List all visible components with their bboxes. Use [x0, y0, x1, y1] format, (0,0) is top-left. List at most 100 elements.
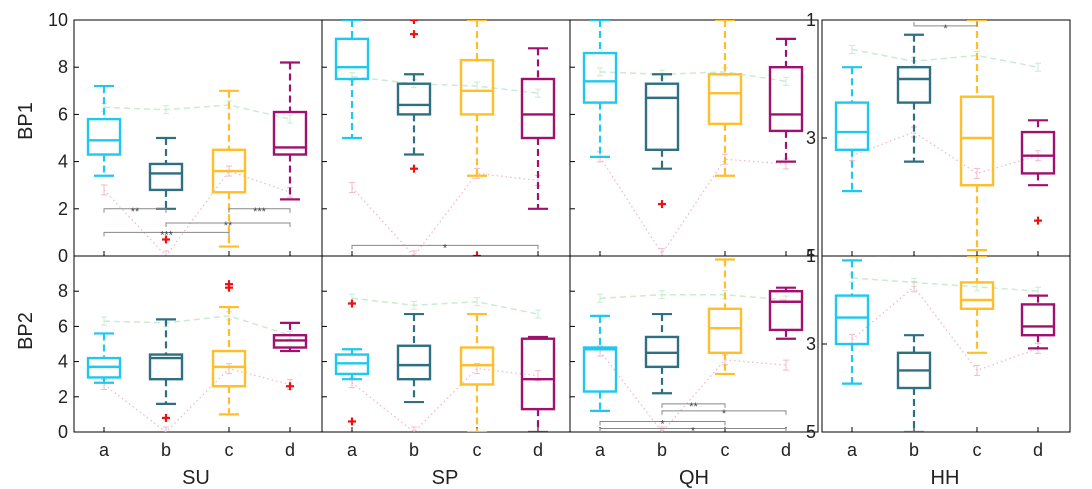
bracket-line — [661, 410, 787, 415]
panel-bp1-sp: * — [321, 19, 571, 257]
pink-trend-line — [599, 156, 787, 255]
y-tick-label: 4 — [58, 352, 68, 372]
box-b — [644, 312, 680, 395]
box-d — [1020, 294, 1056, 350]
x-tick-label: c — [225, 440, 234, 460]
panel-plot-area: ********* — [834, 251, 1056, 432]
bracket-line — [103, 231, 230, 237]
x-tick-label: a — [347, 440, 358, 460]
pink-trend-line — [103, 170, 291, 256]
box-body — [211, 349, 247, 388]
box-body — [520, 337, 556, 411]
box-b — [644, 73, 680, 209]
box-b — [896, 334, 932, 432]
significance-stars: ** — [224, 220, 233, 232]
box-body — [896, 65, 932, 104]
significance-stars: * — [443, 242, 448, 254]
x-tick-label: b — [409, 440, 419, 460]
box-d — [272, 321, 308, 391]
panel-bp2-qh: a b c d***** — [569, 255, 819, 460]
box-a — [334, 20, 370, 140]
bracket-line — [351, 244, 539, 250]
panel-frame — [821, 19, 1071, 257]
y-tick-label: 8 — [58, 281, 68, 301]
x-tick-label: c — [973, 440, 982, 460]
significance-bracket: * — [599, 425, 787, 437]
significance-stars: *** — [877, 251, 891, 263]
x-tick-label: b — [161, 440, 171, 460]
box-c — [459, 312, 495, 432]
significance-stars: * — [722, 408, 727, 420]
y-tick-label: 2 — [58, 199, 68, 219]
green-trend-line — [103, 104, 291, 120]
significance-bracket: *** — [939, 256, 953, 263]
box-b — [896, 33, 932, 163]
significance-bracket: *** — [914, 0, 1038, 8]
box-c — [459, 20, 495, 256]
panel-plot-area: **** — [834, 0, 1056, 252]
x-tick-label: c — [473, 440, 482, 460]
pink-trend-line — [851, 285, 1039, 372]
column-label-sp: SP — [432, 467, 459, 489]
box-body — [644, 82, 680, 152]
y-tick-label: 8 — [58, 57, 68, 77]
green-trend-line — [351, 297, 539, 315]
column-label-su: SU — [182, 467, 210, 489]
x-tick-label: c — [721, 440, 730, 460]
box-c — [211, 89, 247, 248]
box-c — [707, 258, 743, 376]
box-body — [582, 51, 618, 104]
significance-stars: ** — [131, 206, 140, 218]
box-body — [1020, 303, 1056, 337]
panel-plot-area — [86, 280, 308, 432]
y-tick-label: 4 — [58, 152, 68, 172]
box-body — [1020, 130, 1056, 175]
panel-bp2-sp: a b c d — [321, 255, 571, 460]
y-tick-label: 10 — [48, 10, 68, 30]
panel-frame — [321, 255, 571, 433]
box-body — [272, 110, 308, 156]
y-tick-label: 6 — [58, 104, 68, 124]
box-body — [396, 344, 432, 381]
box-body — [148, 353, 184, 381]
panel-frame — [73, 19, 323, 257]
x-tick-label: d — [1033, 440, 1043, 460]
significance-stars: * — [943, 23, 948, 35]
box-a — [86, 84, 122, 177]
y-tick-label: 0 — [58, 246, 68, 266]
y-tick-label: 1 — [806, 246, 816, 266]
bracket-line — [599, 420, 726, 426]
significance-bracket: * — [661, 408, 787, 420]
x-tick-label: a — [99, 440, 110, 460]
bracket-line — [165, 222, 291, 227]
box-body — [459, 58, 495, 116]
y-tick-label: 1 — [806, 10, 816, 30]
box-body — [148, 162, 184, 192]
pink-trend-line — [103, 367, 291, 432]
panel-frame — [569, 255, 819, 433]
significance-bracket: * — [351, 242, 539, 254]
panel-bp1-hh: 135**** — [806, 0, 1071, 266]
significance-stars: *** — [160, 229, 174, 241]
significance-bracket: *** — [877, 251, 891, 263]
box-c — [959, 20, 995, 252]
box-c — [707, 20, 743, 177]
significance-stars: * — [691, 425, 696, 437]
green-trend-line — [351, 75, 539, 94]
y-tick-label: 0 — [58, 422, 68, 442]
box-body — [959, 281, 995, 310]
pink-trend-line — [351, 367, 539, 432]
box-body — [707, 307, 743, 354]
panel-plot-area — [334, 293, 556, 432]
column-label-hh: HH — [931, 467, 960, 489]
significance-bracket: * — [599, 418, 726, 430]
significance-bracket: * — [913, 21, 978, 35]
box-c — [959, 256, 995, 354]
x-tick-label: b — [909, 440, 919, 460]
box-b — [396, 20, 432, 173]
panel-bp2-su: 0 2 4 6 8 a b c d — [58, 255, 323, 460]
significance-stars: * — [660, 418, 665, 430]
box-body — [582, 346, 618, 393]
box-a — [86, 332, 122, 384]
